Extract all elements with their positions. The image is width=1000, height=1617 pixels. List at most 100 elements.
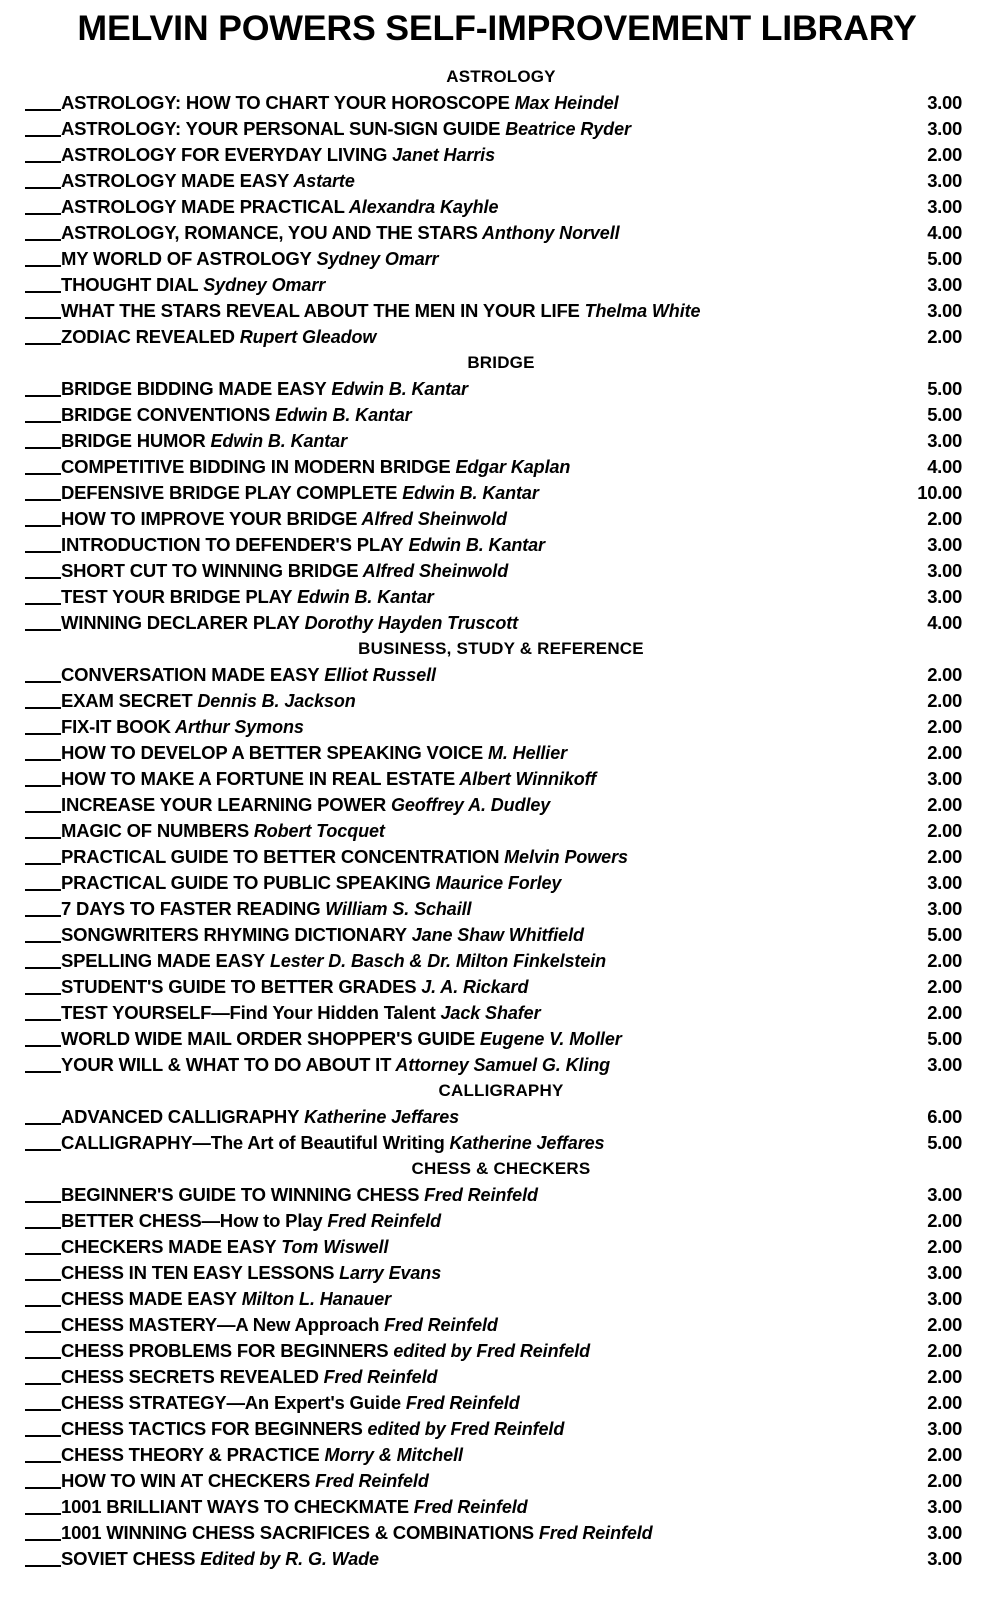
book-title: CONVERSATION MADE EASY	[61, 664, 320, 685]
order-checkoff-blank[interactable]	[25, 818, 61, 844]
book-price: 3.00	[927, 1548, 962, 1569]
book-author: Fred Reinfeld	[322, 1211, 442, 1231]
book-text: INTRODUCTION TO DEFENDER'S PLAY Edwin B.…	[61, 532, 545, 558]
book-text: ASTROLOGY MADE EASY Astarte	[61, 168, 355, 194]
book-text: BEGINNER'S GUIDE TO WINNING CHESS Fred R…	[61, 1182, 538, 1208]
book-text: CHESS TACTICS FOR BEGINNERS edited by Fr…	[61, 1416, 564, 1442]
book-text: EXAM SECRET Dennis B. Jackson	[61, 688, 356, 714]
order-checkoff-blank[interactable]	[25, 1468, 61, 1494]
order-checkoff-blank[interactable]	[25, 428, 61, 454]
order-checkoff-blank[interactable]	[25, 1026, 61, 1052]
book-entry: HOW TO DEVELOP A BETTER SPEAKING VOICE M…	[0, 740, 1000, 766]
order-checkoff-blank[interactable]	[25, 1442, 61, 1468]
order-checkoff-blank[interactable]	[25, 688, 61, 714]
book-price: 3.00	[927, 560, 962, 581]
order-checkoff-blank[interactable]	[25, 298, 61, 324]
order-checkoff-blank[interactable]	[25, 1338, 61, 1364]
order-checkoff-blank[interactable]	[25, 532, 61, 558]
book-title: ASTROLOGY FOR EVERYDAY LIVING	[61, 144, 388, 165]
book-author: Edited by R. G. Wade	[195, 1549, 379, 1569]
order-checkoff-blank[interactable]	[25, 1364, 61, 1390]
order-checkoff-blank[interactable]	[25, 168, 61, 194]
book-title: STUDENT'S GUIDE TO BETTER GRADES	[61, 976, 417, 997]
order-checkoff-blank[interactable]	[25, 480, 61, 506]
order-checkoff-blank[interactable]	[25, 1520, 61, 1546]
book-author: Sydney Omarr	[311, 249, 439, 269]
book-entry: WORLD WIDE MAIL ORDER SHOPPER'S GUIDE Eu…	[0, 1026, 1000, 1052]
order-checkoff-blank[interactable]	[25, 402, 61, 428]
book-text: CHESS MADE EASY Milton L. Hanauer	[61, 1286, 391, 1312]
order-checkoff-blank[interactable]	[25, 662, 61, 688]
book-entry: INCREASE YOUR LEARNING POWER Geoffrey A.…	[0, 792, 1000, 818]
order-checkoff-blank[interactable]	[25, 1182, 61, 1208]
book-author: Alfred Sheinwold	[357, 509, 508, 529]
book-text: ASTROLOGY, ROMANCE, YOU AND THE STARS An…	[61, 220, 620, 246]
order-checkoff-blank[interactable]	[25, 272, 61, 298]
order-checkoff-blank[interactable]	[25, 922, 61, 948]
order-checkoff-blank[interactable]	[25, 376, 61, 402]
book-price: 2.00	[927, 1444, 962, 1465]
order-checkoff-blank[interactable]	[25, 246, 61, 272]
book-entry: CHESS MADE EASY Milton L. Hanauer 3.00	[0, 1286, 1000, 1312]
order-checkoff-blank[interactable]	[25, 1130, 61, 1156]
book-entry: HOW TO MAKE A FORTUNE IN REAL ESTATE Alb…	[0, 766, 1000, 792]
order-checkoff-blank[interactable]	[25, 220, 61, 246]
order-checkoff-blank[interactable]	[25, 1546, 61, 1572]
order-checkoff-blank[interactable]	[25, 454, 61, 480]
book-title: TEST YOURSELF	[61, 1002, 212, 1023]
order-checkoff-blank[interactable]	[25, 324, 61, 350]
order-checkoff-blank[interactable]	[25, 1052, 61, 1078]
book-entry: EXAM SECRET Dennis B. Jackson 2.00	[0, 688, 1000, 714]
book-price: 2.00	[927, 1392, 962, 1413]
order-checkoff-blank[interactable]	[25, 1104, 61, 1130]
order-checkoff-blank[interactable]	[25, 1416, 61, 1442]
book-entry: YOUR WILL & WHAT TO DO ABOUT IT Attorney…	[0, 1052, 1000, 1078]
book-text: HOW TO WIN AT CHECKERS Fred Reinfeld	[61, 1468, 429, 1494]
order-checkoff-blank[interactable]	[25, 116, 61, 142]
order-checkoff-blank[interactable]	[25, 896, 61, 922]
order-checkoff-blank[interactable]	[25, 558, 61, 584]
book-author: Max Heindel	[509, 93, 619, 113]
order-checkoff-blank[interactable]	[25, 792, 61, 818]
book-entry: CHESS PROBLEMS FOR BEGINNERS edited by F…	[0, 1338, 1000, 1364]
book-entry: BETTER CHESS—How to Play Fred Reinfeld 2.…	[0, 1208, 1000, 1234]
order-checkoff-blank[interactable]	[25, 1000, 61, 1026]
order-checkoff-blank[interactable]	[25, 1234, 61, 1260]
book-text: ADVANCED CALLIGRAPHY Katherine Jeffares	[61, 1104, 459, 1130]
order-checkoff-blank[interactable]	[25, 766, 61, 792]
order-checkoff-blank[interactable]	[25, 610, 61, 636]
order-checkoff-blank[interactable]	[25, 506, 61, 532]
book-title: HOW TO WIN AT CHECKERS	[61, 1470, 311, 1491]
order-checkoff-blank[interactable]	[25, 1286, 61, 1312]
book-price: 3.00	[927, 196, 962, 217]
book-author: Jack Shafer	[435, 1003, 541, 1023]
book-author: edited by Fred Reinfeld	[388, 1341, 591, 1361]
order-checkoff-blank[interactable]	[25, 194, 61, 220]
order-checkoff-blank[interactable]	[25, 90, 61, 116]
order-checkoff-blank[interactable]	[25, 714, 61, 740]
book-price: 2.00	[927, 1314, 962, 1335]
order-checkoff-blank[interactable]	[25, 584, 61, 610]
order-checkoff-blank[interactable]	[25, 948, 61, 974]
book-text: WINNING DECLARER PLAY Dorothy Hayden Tru…	[61, 610, 518, 636]
book-text: HOW TO IMPROVE YOUR BRIDGE Alfred Sheinw…	[61, 506, 507, 532]
book-entry: CONVERSATION MADE EASY Elliot Russell 2.0…	[0, 662, 1000, 688]
order-checkoff-blank[interactable]	[25, 1260, 61, 1286]
book-author: Thelma White	[579, 301, 701, 321]
book-entry: PRACTICAL GUIDE TO BETTER CONCENTRATION …	[0, 844, 1000, 870]
order-checkoff-blank[interactable]	[25, 870, 61, 896]
order-checkoff-blank[interactable]	[25, 1208, 61, 1234]
order-checkoff-blank[interactable]	[25, 844, 61, 870]
order-checkoff-blank[interactable]	[25, 1494, 61, 1520]
book-entry: CHESS MASTERY—A New Approach Fred Reinfe…	[0, 1312, 1000, 1338]
book-author: Attorney Samuel G. Kling	[391, 1055, 611, 1075]
order-checkoff-blank[interactable]	[25, 1312, 61, 1338]
order-checkoff-blank[interactable]	[25, 1390, 61, 1416]
order-checkoff-blank[interactable]	[25, 740, 61, 766]
order-checkoff-blank[interactable]	[25, 142, 61, 168]
book-text: BRIDGE HUMOR Edwin B. Kantar	[61, 428, 347, 454]
book-entry: CHESS THEORY & PRACTICE Morry & Mitchell…	[0, 1442, 1000, 1468]
book-price: 5.00	[927, 378, 962, 399]
book-entry: SPELLING MADE EASY Lester D. Basch & Dr.…	[0, 948, 1000, 974]
order-checkoff-blank[interactable]	[25, 974, 61, 1000]
